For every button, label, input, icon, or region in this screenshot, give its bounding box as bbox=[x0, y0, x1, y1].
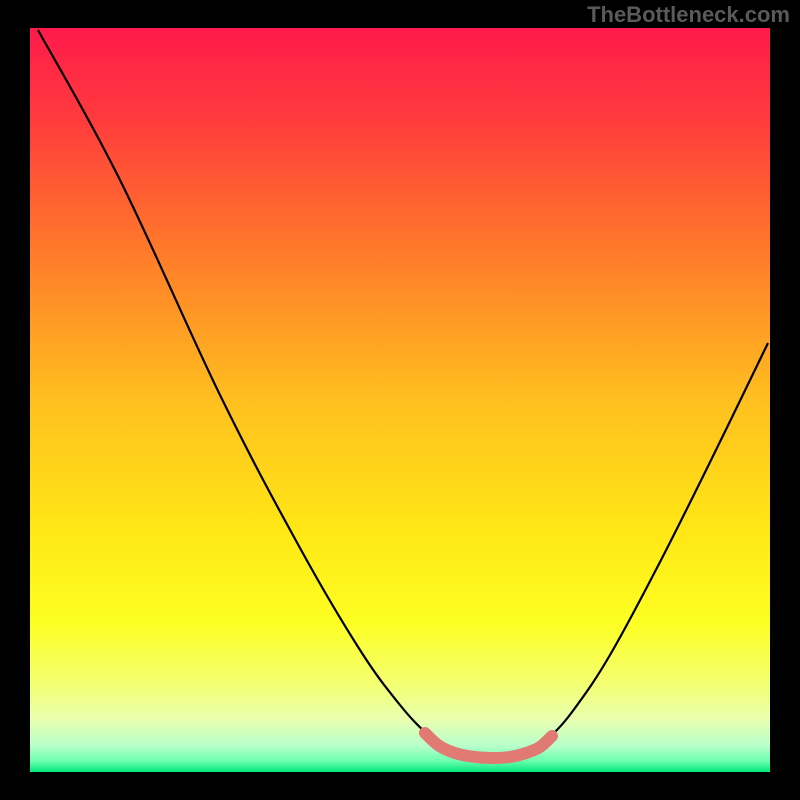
bottleneck-curve-chart bbox=[0, 0, 800, 800]
heat-background bbox=[30, 28, 770, 772]
watermark-text: TheBottleneck.com bbox=[587, 2, 790, 28]
chart-container: TheBottleneck.com bbox=[0, 0, 800, 800]
